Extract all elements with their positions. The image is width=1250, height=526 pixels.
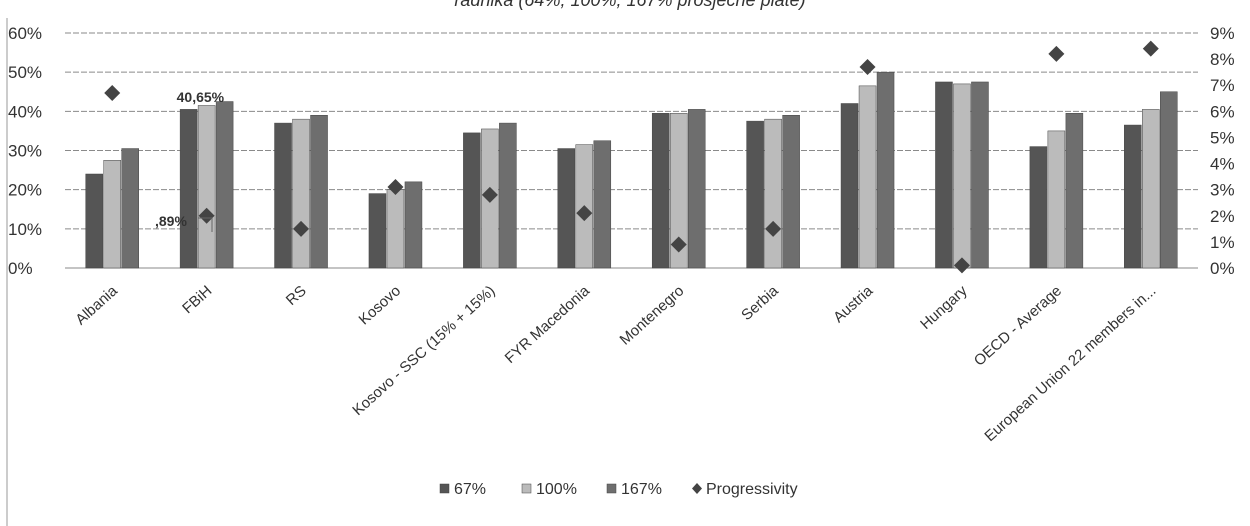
gridlines <box>6 18 1198 526</box>
bar-167pct <box>782 115 800 269</box>
category-label: Serbia <box>738 282 782 324</box>
left-axis-ticks: 0% 10% 20% 30% 40% 50% 60% <box>8 24 42 278</box>
bar-167pct <box>876 71 895 269</box>
right-tick-label: 4% <box>1210 155 1235 174</box>
bar-67pct <box>651 113 670 269</box>
bar-100pct <box>858 85 877 269</box>
right-tick-label: 3% <box>1210 181 1235 200</box>
legend-swatch <box>606 483 617 494</box>
bar-167pct <box>404 181 423 269</box>
right-tick-label: 7% <box>1210 76 1235 95</box>
right-tick-label: 5% <box>1210 128 1235 147</box>
annotation-label: ,89% <box>155 213 187 229</box>
progressivity-diamond <box>765 220 782 237</box>
progressivity-diamond <box>859 58 876 75</box>
bar-67pct <box>840 103 859 269</box>
category-label: OECD - Average <box>971 282 1065 369</box>
annotations: 40,65% ,89% <box>155 89 225 232</box>
left-tick-label: 50% <box>8 63 42 82</box>
annotation-label: 40,65% <box>177 89 225 105</box>
progressivity-diamond <box>953 257 970 274</box>
legend-swatch <box>692 483 702 494</box>
progressivity-diamond <box>387 179 404 196</box>
annotation-leader <box>198 217 213 232</box>
bar-67pct <box>1029 146 1048 269</box>
bar-167pct <box>121 148 139 269</box>
left-tick-label: 30% <box>8 142 42 161</box>
right-tick-label: 8% <box>1210 50 1235 69</box>
chart-title: radnika (64%, 100%, 167% prosječne plate… <box>454 0 805 10</box>
right-tick-label: 2% <box>1210 207 1235 226</box>
bar-100pct <box>103 160 121 269</box>
bar-67pct <box>179 109 198 269</box>
bar-100pct <box>386 189 405 269</box>
right-tick-label: 1% <box>1210 233 1235 252</box>
bar-100pct <box>292 118 310 269</box>
bar-100pct <box>953 83 971 269</box>
left-tick-label: 0% <box>8 259 33 278</box>
bars <box>85 71 1178 269</box>
legend-swatch <box>439 483 450 494</box>
category-label: Austria <box>830 282 877 326</box>
right-tick-label: 9% <box>1210 24 1235 43</box>
legend-label: Progressivity <box>706 481 798 498</box>
right-tick-label: 6% <box>1210 102 1235 121</box>
progressivity-diamond <box>104 85 121 102</box>
bar-100pct <box>1047 130 1066 269</box>
bar-67pct <box>935 81 953 269</box>
bar-167pct <box>1160 91 1178 269</box>
bar-67pct <box>85 173 103 269</box>
bar-100pct <box>1142 109 1160 269</box>
bar-167pct <box>687 109 706 269</box>
left-tick-label: 40% <box>8 102 42 121</box>
legend-label: 167% <box>621 481 662 498</box>
bar-67pct <box>1124 124 1142 269</box>
bar-167pct <box>1065 113 1084 269</box>
right-tick-label: 0% <box>1210 259 1235 278</box>
legend-label: 67% <box>454 481 486 498</box>
bar-67pct <box>368 193 387 269</box>
right-axis-ticks: 0% 1% 2% 3% 4% 5% 6% 7% 8% 9% <box>1210 24 1235 278</box>
bar-67pct <box>463 132 481 269</box>
progressivity-diamond <box>1048 45 1065 62</box>
category-label: FYR Macedonia <box>502 282 594 367</box>
bar-167pct <box>971 81 989 269</box>
category-label: Montenegro <box>617 282 688 348</box>
bar-167pct <box>310 115 328 269</box>
category-label: Kosovo <box>356 282 405 328</box>
category-label: Albania <box>72 282 121 329</box>
category-label: Hungary <box>917 282 971 333</box>
bar-167pct <box>499 122 517 269</box>
progressivity-diamond <box>481 186 498 203</box>
left-tick-label: 20% <box>8 181 42 200</box>
bar-100pct <box>764 118 782 269</box>
legend: 67% 100% 167% Progressivity <box>439 481 798 498</box>
bar-67pct <box>746 120 764 269</box>
bar-67pct <box>274 122 292 269</box>
category-label: FBiH <box>179 282 215 317</box>
progressivity-diamond <box>576 205 593 222</box>
left-tick-label: 10% <box>8 220 42 239</box>
category-label: RS <box>283 282 310 309</box>
left-tick-label: 60% <box>8 24 42 43</box>
progressivity-diamond <box>198 207 215 224</box>
bar-167pct <box>593 140 612 269</box>
bar-167pct <box>215 101 234 269</box>
progressivity-markers <box>104 40 1159 274</box>
legend-label: 100% <box>536 481 577 498</box>
progressivity-diamond <box>670 236 687 253</box>
progressivity-diamond <box>1142 40 1159 57</box>
category-label: European Union 22 members in... <box>981 282 1159 445</box>
legend-swatch <box>521 483 532 494</box>
bar-100pct <box>669 113 688 269</box>
progressivity-diamond <box>293 220 310 237</box>
bar-100pct <box>197 105 216 269</box>
bar-67pct <box>557 148 576 269</box>
